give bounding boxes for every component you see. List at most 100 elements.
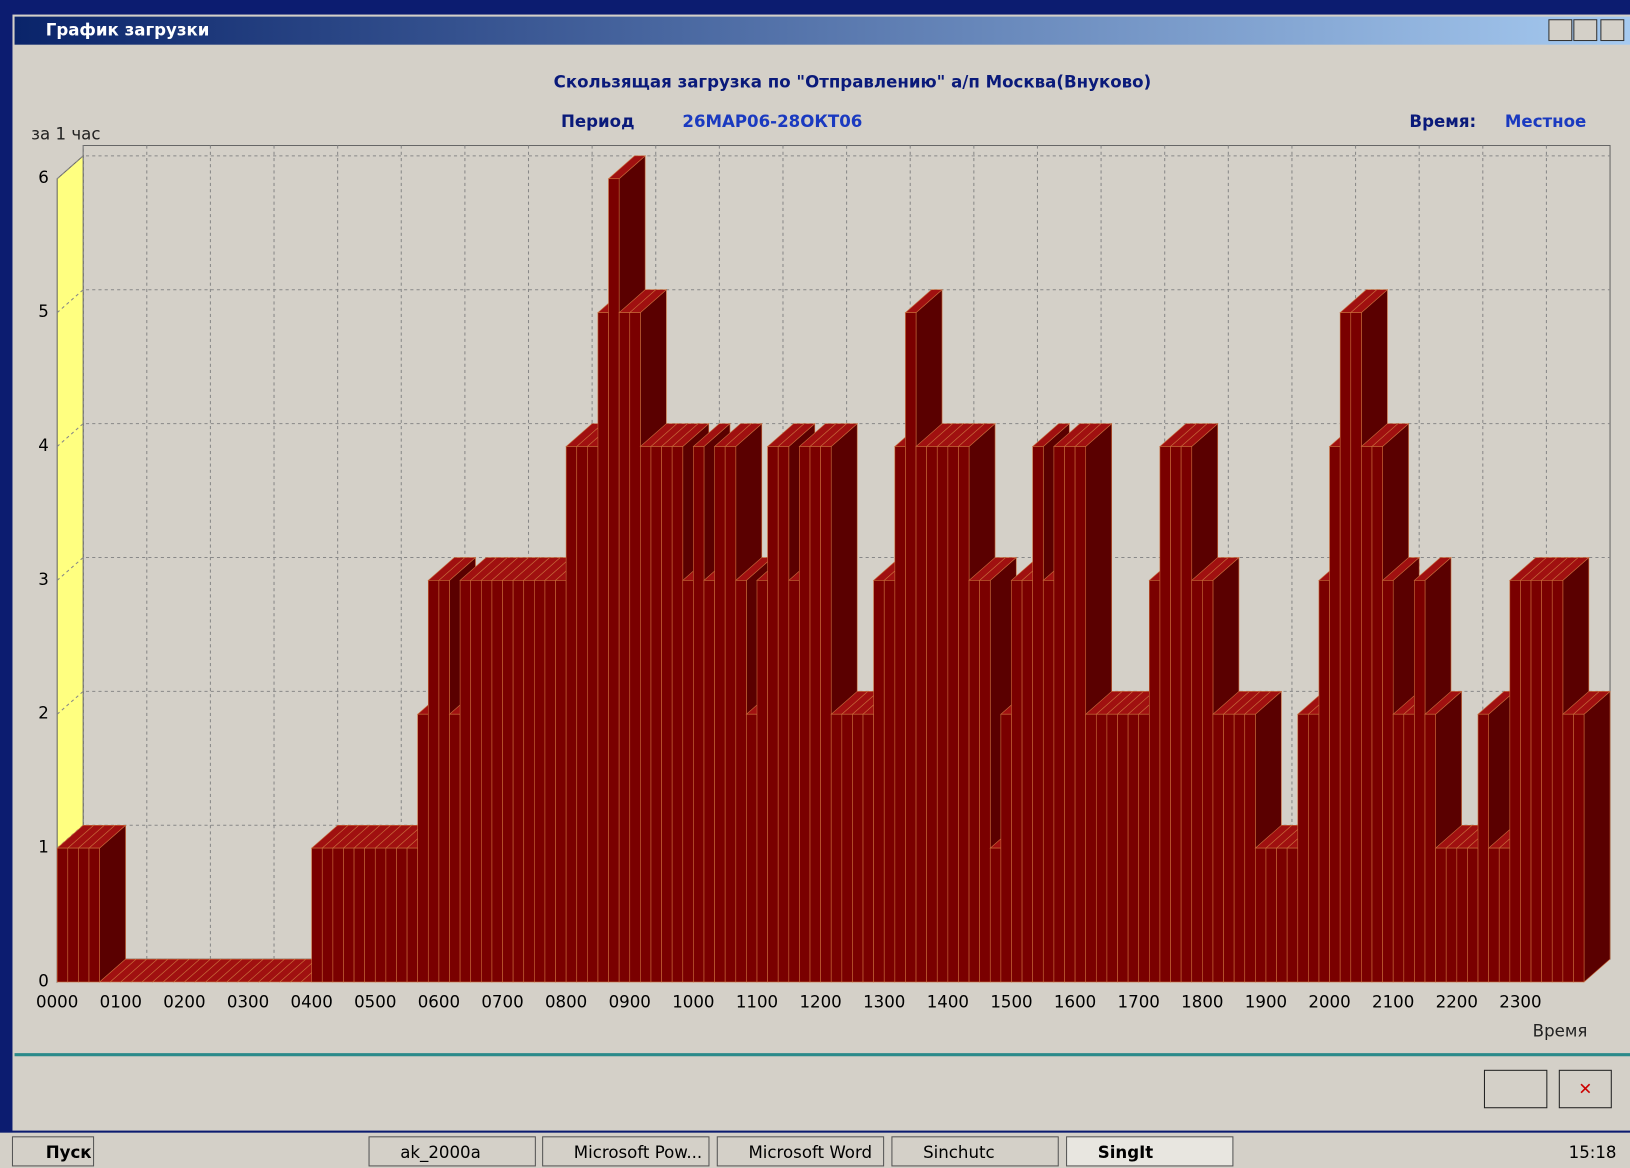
minimize[interactable] — [1548, 19, 1573, 42]
task-button[interactable] — [1066, 1136, 1234, 1167]
bar — [1424, 713, 1436, 983]
time-label: Время: — [1409, 112, 1476, 131]
bar — [724, 446, 737, 983]
bar — [936, 446, 949, 983]
bar — [459, 580, 472, 983]
y-tick-label: 2 — [38, 704, 49, 723]
bar-side — [99, 824, 126, 983]
bar — [1265, 847, 1277, 983]
bar — [1149, 580, 1161, 983]
bar — [841, 713, 853, 983]
x-tick-label: 0100 — [100, 992, 142, 1011]
x-tick-label: 1100 — [736, 992, 778, 1011]
bar — [661, 446, 673, 983]
x-tick-label: 0000 — [36, 992, 78, 1011]
bar — [1350, 312, 1362, 983]
bar — [1085, 713, 1097, 983]
bar — [1339, 312, 1352, 983]
start-label: Пуск — [46, 1143, 93, 1162]
bar — [364, 847, 376, 983]
x-tick-label: 1400 — [927, 992, 969, 1011]
bar — [1233, 713, 1246, 983]
bar — [1488, 847, 1500, 983]
bar — [862, 713, 874, 983]
bar — [735, 580, 747, 983]
task-button[interactable] — [716, 1136, 885, 1167]
task-button[interactable] — [891, 1136, 1059, 1167]
bar — [1371, 446, 1383, 983]
y-tick-label: 5 — [38, 302, 49, 321]
bar — [1467, 847, 1479, 983]
task-button[interactable] — [542, 1136, 710, 1167]
bar — [1106, 713, 1118, 983]
window-buttons[interactable] — [1548, 19, 1625, 42]
x-tick-label: 1000 — [672, 992, 714, 1011]
bar — [820, 446, 832, 983]
y-tick-label: 3 — [38, 570, 49, 589]
bar — [523, 580, 535, 983]
start-button[interactable] — [11, 1136, 95, 1167]
bar — [777, 446, 790, 983]
x-axis-label: Время — [1533, 1021, 1588, 1040]
bar — [894, 446, 906, 983]
x-tick-label: 1900 — [1245, 992, 1287, 1011]
bar — [650, 446, 662, 983]
bar — [1318, 580, 1330, 983]
task-list: ak_2000a Microsoft Pow... Microsoft Word Si… — [368, 1136, 1234, 1167]
x-tick-label: 0300 — [227, 992, 269, 1011]
x-tick-label: 2100 — [1372, 992, 1414, 1011]
bar — [1011, 580, 1023, 983]
bar — [746, 713, 758, 983]
bar — [1117, 713, 1129, 983]
bar — [926, 446, 938, 983]
bar — [714, 446, 726, 983]
bar — [1042, 580, 1055, 983]
period-label: Период — [561, 112, 635, 131]
bar — [1191, 580, 1203, 983]
bar — [989, 847, 1002, 983]
bar — [968, 580, 980, 983]
y-axis-label: за 1 час — [31, 125, 100, 144]
bar — [1159, 446, 1171, 983]
bar-side — [1583, 690, 1611, 983]
bar — [703, 580, 715, 983]
bar — [756, 580, 768, 983]
y-tick-label: 1 — [38, 838, 49, 857]
close[interactable] — [1600, 19, 1625, 42]
close-button[interactable] — [1558, 1069, 1612, 1109]
bar — [1530, 580, 1542, 983]
bar — [1456, 847, 1468, 983]
bar — [852, 713, 864, 983]
bar — [809, 446, 821, 983]
bar — [406, 847, 418, 983]
bar — [1541, 580, 1553, 983]
bar — [1520, 580, 1532, 983]
bar — [544, 580, 556, 983]
x-tick-label: 2200 — [1436, 992, 1478, 1011]
task-label: ak_2000a — [400, 1143, 481, 1163]
bar — [1021, 580, 1033, 983]
bar — [671, 446, 684, 983]
x-tick-label: 1200 — [799, 992, 841, 1011]
bar — [438, 580, 450, 983]
bar — [1392, 713, 1405, 983]
maximize[interactable] — [1573, 19, 1598, 42]
title-bar — [14, 16, 1630, 45]
bar — [1297, 713, 1309, 983]
bar — [1276, 847, 1288, 983]
task-button[interactable] — [368, 1136, 536, 1167]
print-button[interactable] — [1483, 1069, 1548, 1109]
x-tick-label: 0400 — [291, 992, 333, 1011]
bar — [470, 580, 482, 983]
task-label: Microsoft Word — [748, 1143, 872, 1162]
window-title: График загрузки — [46, 21, 210, 40]
x-tick-label: 1700 — [1118, 992, 1160, 1011]
bar — [905, 312, 917, 983]
bar — [915, 446, 927, 983]
bar — [1180, 446, 1193, 983]
bar — [1382, 580, 1394, 983]
bar — [947, 446, 959, 983]
bar — [332, 847, 344, 983]
